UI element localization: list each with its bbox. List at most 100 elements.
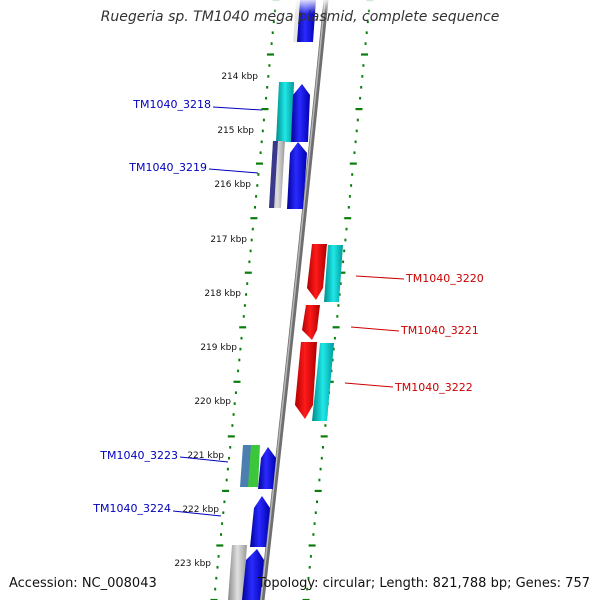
inner-track-tick	[232, 413, 235, 416]
outer-track-tick	[322, 446, 324, 449]
forward-gene-arrow	[291, 84, 310, 142]
outer-track-tick	[316, 500, 318, 504]
inner-track-tick	[267, 75, 270, 78]
ruler-label: 216 kbp	[214, 180, 251, 190]
inner-track-tick	[239, 326, 247, 329]
inner-track-tick	[257, 173, 260, 176]
inner-track-tick	[238, 358, 241, 362]
inner-track-tick	[237, 369, 240, 373]
gene-label-tm1040-3218[interactable]: TM1040_3218	[132, 98, 211, 111]
inner-track-tick	[249, 249, 252, 253]
outer-track-tick	[349, 162, 357, 165]
inner-track-tick	[216, 544, 224, 547]
inner-track-tick	[256, 162, 263, 165]
gene-label-tm1040-3222[interactable]: TM1040_3222	[394, 381, 473, 394]
gene-label-tm1040-3224[interactable]: TM1040_3224	[92, 502, 171, 515]
inner-track-tick	[244, 271, 252, 274]
inner-track-tick	[220, 533, 222, 536]
outer-track-tick	[308, 566, 311, 569]
ruler-label: 217 kbp	[210, 235, 247, 245]
outer-track-tick	[313, 522, 316, 525]
reverse-gene-arrow	[307, 244, 327, 300]
outer-track-tick	[336, 315, 339, 318]
inner-track-tick	[246, 282, 249, 285]
outer-track-tick	[347, 206, 350, 209]
ruler-label: 223 kbp	[174, 559, 211, 569]
inner-track-tick	[259, 151, 262, 154]
outer-track-tick	[353, 151, 356, 154]
outer-track-tick	[355, 129, 358, 133]
cds-feature	[276, 82, 294, 142]
inner-track-tick	[260, 140, 263, 144]
inner-track-tick	[265, 96, 268, 100]
plasmid-backbone-highlight	[260, 0, 326, 600]
inner-track-tick	[245, 293, 248, 296]
outer-track-tick	[354, 140, 357, 144]
outer-track-tick	[360, 86, 363, 89]
inner-track-tick	[255, 195, 258, 198]
outer-track-tick	[337, 304, 340, 307]
inner-track-tick	[242, 315, 245, 318]
outer-track-tick	[359, 96, 362, 100]
inner-track-tick	[228, 456, 230, 460]
gene-label-tm1040-3220[interactable]: TM1040_3220	[405, 272, 484, 285]
inner-track-tick	[210, 598, 218, 600]
gene-label-tm1040-3221[interactable]: TM1040_3221	[400, 324, 479, 337]
outer-track-tick	[361, 75, 364, 78]
outer-track-tick	[355, 108, 363, 111]
top-fade	[0, 0, 600, 14]
inner-track-tick	[271, 31, 274, 34]
inner-track-tick	[229, 446, 232, 449]
forward-gene-arrow	[287, 142, 307, 209]
cds-feature	[312, 343, 334, 421]
leader-line	[344, 382, 394, 388]
inner-track-tick	[268, 64, 271, 67]
forward-gene-track	[228, 0, 316, 600]
leader-line	[179, 456, 229, 463]
inner-track-tick	[216, 566, 219, 569]
forward-gene-arrow	[258, 447, 276, 489]
inner-track-tick	[251, 227, 254, 231]
leader-line	[172, 510, 222, 517]
outer-track-tick	[331, 358, 334, 362]
outer-track-tick	[350, 184, 353, 187]
ruler-label: 221 kbp	[187, 451, 224, 461]
inner-track-tick	[266, 86, 269, 89]
outer-track-tick	[332, 347, 335, 351]
outer-track-tick	[333, 336, 336, 340]
ruler-label: 220 kbp	[194, 397, 231, 407]
inner-track-tick	[233, 380, 241, 383]
inner-track-tick	[223, 500, 226, 504]
outer-track-tick	[361, 53, 368, 56]
accession-text: Accession: NC_008043	[9, 576, 157, 591]
gene-label-tm1040-3223[interactable]: TM1040_3223	[99, 449, 178, 462]
ruler-label: 215 kbp	[217, 126, 254, 136]
inner-track-tick	[261, 129, 264, 133]
forward-gene-arrow	[250, 496, 270, 547]
reverse-gene-track	[295, 244, 343, 421]
inner-track-tick	[243, 304, 246, 307]
cds-feature	[228, 545, 247, 600]
inner-track-tick	[217, 555, 220, 558]
inner-track-tick	[261, 108, 269, 111]
inner-track-tick	[256, 184, 259, 187]
outer-track-tick	[338, 293, 341, 296]
outer-track-tick	[332, 326, 340, 329]
outer-track-tick	[318, 478, 321, 482]
gene-label-tm1040-3219[interactable]: TM1040_3219	[128, 161, 207, 174]
outer-track-tick	[314, 489, 322, 492]
inner-track-tick	[270, 42, 273, 45]
summary-text: Topology: circular; Length: 821,788 bp; …	[257, 576, 590, 591]
inner-track-tick	[262, 118, 265, 122]
outer-track-tick	[351, 173, 354, 176]
page-title: Ruegeria sp. TM1040 mega plasmid, comple…	[100, 9, 500, 25]
ruler-label: 219 kbp	[200, 343, 237, 353]
ruler-labels: 214 kbp 215 kbp 216 kbp 217 kbp 218 kbp …	[174, 72, 258, 569]
inner-track-tick	[267, 53, 274, 56]
outer-track-tick	[319, 467, 322, 471]
inner-track-tick	[222, 489, 230, 492]
outer-track-tick	[314, 511, 317, 514]
outer-track-tick	[342, 260, 345, 264]
inner-track-tick	[272, 20, 275, 24]
